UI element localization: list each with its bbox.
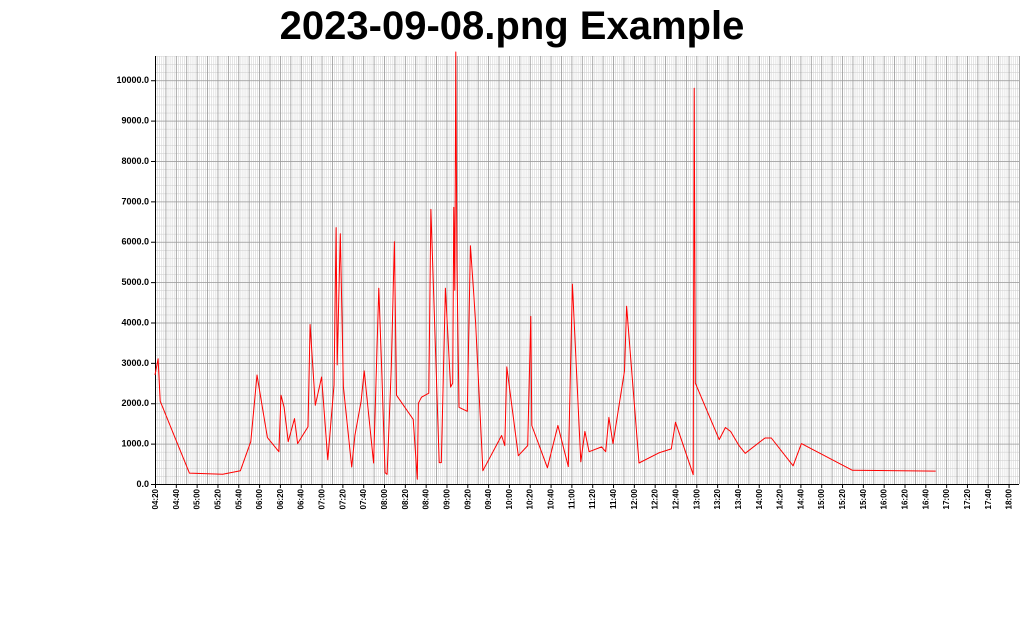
x-tick-label: 06:40 (297, 488, 306, 509)
y-tick-label: 5000.0 (121, 277, 149, 287)
x-tick-label: 12:00 (630, 488, 639, 509)
x-tick-label: 08:00 (380, 488, 389, 509)
x-tick-label: 16:20 (900, 488, 909, 509)
x-tick-label: 08:20 (401, 488, 410, 509)
x-tick-label: 16:40 (921, 488, 930, 509)
series-line (154, 51, 936, 480)
x-tick-label: 15:00 (817, 488, 826, 509)
x-tick-label: 06:00 (255, 488, 264, 509)
y-tick-label: 3000.0 (121, 358, 149, 368)
y-tick-label: 9000.0 (121, 116, 149, 126)
y-axis-ticks: 0.0 1000.0 2000.0 3000.0 4000.0 5000.0 6000.0 7… (116, 75, 155, 489)
x-tick-label: 12:20 (651, 488, 660, 509)
x-tick-label: 18:00 (1005, 488, 1014, 509)
x-tick-label: 11:00 (567, 488, 576, 509)
x-axis-ticks: 04:20 04:40 05:00 05:20 05:40 06:00 06:20 06:40… (151, 484, 1014, 509)
y-tick-label: 4000.0 (121, 317, 149, 327)
minor-gridlines (155, 56, 1020, 485)
x-tick-label: 09:00 (442, 488, 451, 509)
x-tick-label: 14:20 (776, 488, 785, 509)
x-tick-label: 12:40 (671, 488, 680, 509)
y-tick-label: 0.0 (136, 479, 149, 489)
x-tick-label: 13:40 (734, 488, 743, 509)
x-tick-label: 07:40 (359, 488, 368, 509)
x-tick-label: 10:00 (505, 488, 514, 509)
y-tick-label: 8000.0 (121, 156, 149, 166)
x-tick-label: 10:40 (547, 488, 556, 509)
x-tick-label: 05:40 (234, 488, 243, 509)
x-tick-label: 06:20 (276, 488, 285, 509)
x-tick-label: 04:40 (172, 488, 181, 509)
x-tick-label: 05:00 (193, 488, 202, 509)
x-tick-label: 17:00 (942, 488, 951, 509)
axes (155, 56, 1019, 485)
x-tick-label: 11:40 (609, 488, 618, 509)
x-tick-label: 08:40 (422, 488, 431, 509)
x-tick-label: 11:20 (588, 488, 597, 509)
chart-title: 2023-09-08.png Example (279, 4, 745, 48)
x-tick-label: 07:20 (338, 488, 347, 509)
series-layer (154, 51, 936, 480)
x-tick-label: 09:20 (463, 488, 472, 509)
y-tick-label: 1000.0 (121, 439, 149, 449)
major-gridlines (155, 56, 1020, 485)
y-tick-label: 7000.0 (121, 196, 149, 206)
x-tick-label: 17:20 (963, 488, 972, 509)
x-tick-label: 14:00 (755, 488, 764, 509)
x-tick-label: 16:00 (880, 488, 889, 509)
y-tick-label: 2000.0 (121, 398, 149, 408)
x-tick-label: 17:40 (984, 488, 993, 509)
x-tick-label: 07:00 (318, 488, 327, 509)
x-tick-label: 05:20 (213, 488, 222, 509)
x-tick-label: 04:20 (151, 488, 160, 509)
x-tick-label: 10:20 (526, 488, 535, 509)
x-tick-label: 09:40 (484, 488, 493, 509)
x-tick-label: 13:00 (692, 488, 701, 509)
y-tick-label: 6000.0 (121, 237, 149, 247)
x-tick-label: 15:40 (859, 488, 868, 509)
x-tick-label: 14:40 (796, 488, 805, 509)
x-tick-label: 15:20 (838, 488, 847, 509)
x-tick-label: 13:20 (713, 488, 722, 509)
y-tick-label: 10000.0 (116, 75, 149, 85)
